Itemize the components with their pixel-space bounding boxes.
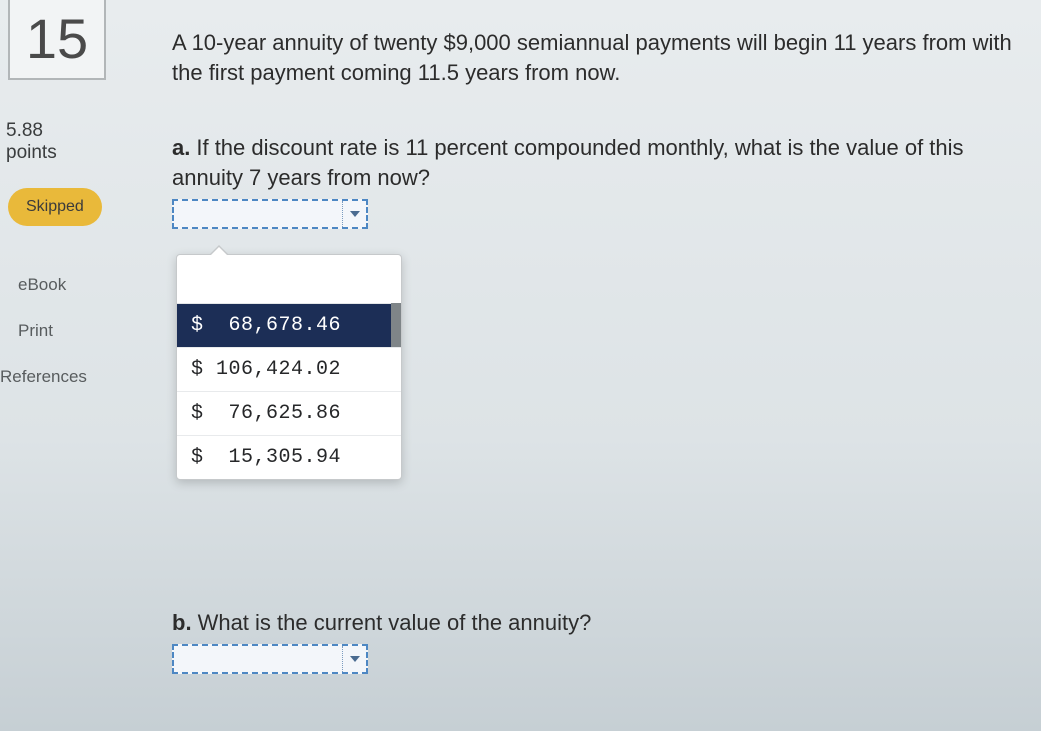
sidebar-links: eBook Print References — [18, 275, 87, 387]
part-b-label: b. — [172, 610, 192, 635]
dropdown-options-list: $ 68,678.46 $ 106,424.02 $ 76,625.86 $ 1… — [177, 303, 401, 479]
points-block: 5.88 points — [0, 120, 100, 164]
dropdown-option[interactable]: $ 106,424.02 — [177, 348, 401, 392]
answer-dropdown-a-popover: $ 68,678.46 $ 106,424.02 $ 76,625.86 $ 1… — [176, 254, 402, 480]
sidebar: 15 5.88 points Skipped eBook Print Refer… — [0, 0, 150, 731]
scrollbar-hint — [391, 303, 401, 347]
question-number: 15 — [26, 11, 88, 67]
chevron-down-icon — [342, 646, 366, 672]
answer-dropdown-b[interactable] — [172, 644, 368, 674]
question-number-box: 15 — [8, 0, 106, 80]
page-root: 15 5.88 points Skipped eBook Print Refer… — [0, 0, 1041, 731]
answer-dropdown-a[interactable] — [172, 199, 368, 229]
question-part-b: b.What is the current value of the annui… — [172, 608, 1031, 674]
question-part-a: a.If the discount rate is 11 percent com… — [172, 133, 1031, 228]
part-a-label: a. — [172, 135, 190, 160]
sidebar-link-references[interactable]: References — [0, 367, 87, 387]
sidebar-link-print[interactable]: Print — [18, 321, 87, 341]
dropdown-search-area[interactable] — [177, 255, 401, 303]
points-value: 5.88 — [6, 120, 100, 142]
question-intro-text: A 10-year annuity of twenty $9,000 semia… — [172, 28, 1031, 87]
part-a-text: If the discount rate is 11 percent compo… — [172, 135, 964, 190]
points-label: points — [6, 142, 100, 164]
part-b-text: What is the current value of the annuity… — [198, 610, 592, 635]
dropdown-option[interactable]: $ 68,678.46 — [177, 304, 401, 348]
dropdown-option[interactable]: $ 15,305.94 — [177, 436, 401, 479]
main-content: A 10-year annuity of twenty $9,000 semia… — [150, 0, 1041, 731]
sidebar-link-ebook[interactable]: eBook — [18, 275, 87, 295]
status-badge-skipped[interactable]: Skipped — [8, 188, 102, 226]
chevron-down-icon — [342, 201, 366, 227]
dropdown-option[interactable]: $ 76,625.86 — [177, 392, 401, 436]
